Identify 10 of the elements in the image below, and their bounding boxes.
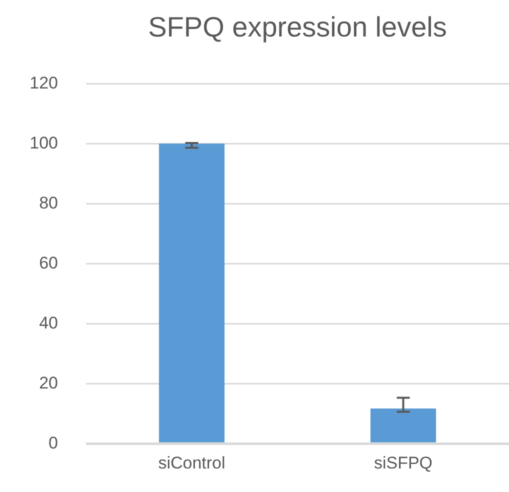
y-tick-label: 60 xyxy=(39,253,58,272)
y-tick-label: 100 xyxy=(30,133,58,152)
y-tick-label: 0 xyxy=(48,433,58,452)
y-tick-label: 120 xyxy=(30,73,58,92)
chart-title: SFPQ expression levels xyxy=(148,12,447,43)
y-tick-label: 20 xyxy=(39,373,58,392)
x-tick-label: siSFPQ xyxy=(374,453,433,472)
y-tick-label: 40 xyxy=(39,313,58,332)
y-tick-label: 80 xyxy=(39,193,58,212)
x-tick-label: siControl xyxy=(158,453,226,472)
